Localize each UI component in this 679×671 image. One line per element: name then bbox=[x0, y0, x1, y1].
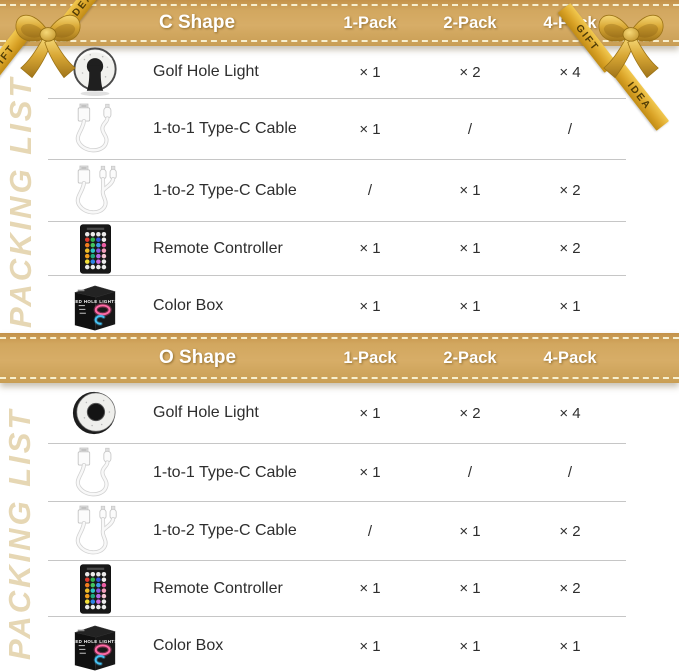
qty-2pack: × 1 bbox=[459, 522, 481, 540]
color-box-icon: LED HOLE LIGHTS bbox=[48, 281, 142, 331]
item-name: Golf Hole Light bbox=[153, 404, 259, 421]
qty-4pack: × 2 bbox=[559, 522, 581, 540]
gift-bow-icon bbox=[8, 0, 88, 90]
qty-2pack: × 1 bbox=[459, 297, 481, 315]
stitch-border bbox=[0, 337, 679, 379]
qty-2pack: × 1 bbox=[459, 580, 481, 597]
qty-4pack: × 2 bbox=[559, 580, 581, 597]
column-header-2pack: 2-Pack bbox=[443, 13, 497, 32]
qty-4pack: / bbox=[567, 120, 573, 138]
qty-1pack: × 1 bbox=[359, 63, 381, 81]
table-row: Remote Controller × 1 × 1 × 2 bbox=[48, 561, 626, 617]
qty-1pack: × 1 bbox=[359, 580, 381, 597]
column-header-1pack: 1-Pack bbox=[343, 13, 397, 32]
qty-2pack: × 1 bbox=[459, 637, 481, 655]
o-shape-header-band: O Shape 1-Pack 2-Pack 4-Pack bbox=[0, 333, 679, 383]
usb-cable-1to1-icon bbox=[48, 447, 142, 499]
column-header-1pack: 1-Pack bbox=[343, 348, 397, 367]
qty-4pack: × 1 bbox=[559, 637, 581, 655]
qty-1pack: / bbox=[367, 182, 373, 199]
packing-list-vertical-label: PACKING LIST bbox=[2, 407, 37, 660]
qty-2pack: × 1 bbox=[459, 182, 481, 199]
column-header-2pack: 2-Pack bbox=[443, 348, 497, 367]
qty-4pack: × 1 bbox=[559, 297, 581, 315]
stitch-border bbox=[0, 4, 679, 42]
qty-2pack: × 2 bbox=[459, 404, 481, 422]
table-row: 1-to-2 Type-C Cable / × 1 × 2 bbox=[48, 502, 626, 561]
remote-controller-icon bbox=[48, 223, 142, 275]
qty-2pack: × 2 bbox=[459, 63, 481, 81]
color-box-title: LED HOLE LIGHTS bbox=[72, 639, 117, 644]
item-name: Color Box bbox=[153, 297, 224, 314]
gift-bow-icon bbox=[591, 0, 671, 90]
qty-4pack: × 2 bbox=[559, 240, 581, 257]
color-box-icon: LED HOLE LIGHTS bbox=[48, 621, 142, 671]
color-box-title: LED HOLE LIGHTS bbox=[72, 299, 117, 304]
usb-cable-1to2-icon bbox=[48, 165, 142, 217]
qty-2pack: × 1 bbox=[459, 240, 481, 257]
shape-title: C Shape bbox=[159, 12, 236, 33]
item-name: 1-to-1 Type-C Cable bbox=[153, 463, 297, 481]
item-name: 1-to-1 Type-C Cable bbox=[153, 120, 297, 137]
item-name: Remote Controller bbox=[153, 579, 283, 597]
qty-4pack: × 4 bbox=[559, 404, 581, 422]
remote-controller-icon bbox=[48, 563, 142, 615]
item-name: Color Box bbox=[153, 637, 224, 654]
o-shape-light-icon bbox=[48, 387, 142, 439]
usb-cable-1to2-icon bbox=[48, 505, 142, 557]
qty-1pack: × 1 bbox=[359, 637, 381, 655]
table-row: Remote Controller × 1 × 1 × 2 bbox=[48, 222, 626, 276]
table-row: 1-to-2 Type-C Cable / × 1 × 2 bbox=[48, 160, 626, 222]
qty-1pack: × 1 bbox=[359, 297, 381, 315]
qty-1pack: × 1 bbox=[359, 464, 381, 481]
qty-1pack: × 1 bbox=[359, 120, 381, 138]
shape-title: O Shape bbox=[159, 347, 237, 368]
item-name: Golf Hole Light bbox=[153, 63, 259, 80]
table-row: Golf Hole Light × 1 × 2 × 4 bbox=[48, 46, 626, 99]
qty-4pack: / bbox=[567, 464, 573, 481]
item-name: 1-to-2 Type-C Cable bbox=[153, 181, 297, 199]
item-name: 1-to-2 Type-C Cable bbox=[153, 522, 297, 539]
packing-list-vertical-label: PACKING LIST bbox=[3, 75, 38, 328]
table-row: LED HOLE LIGHTS Color Box × 1 × 1 × 1 bbox=[48, 617, 626, 671]
table-row: 1-to-1 Type-C Cable × 1 / / bbox=[48, 444, 626, 502]
qty-1pack: × 1 bbox=[359, 404, 381, 422]
column-header-4pack: 4-Pack bbox=[543, 348, 597, 367]
table-row: LED HOLE LIGHTS Color Box × 1 × 1 × 1 bbox=[48, 276, 626, 336]
table-row: Golf Hole Light × 1 × 2 × 4 bbox=[48, 383, 626, 444]
item-name: Remote Controller bbox=[153, 239, 283, 257]
qty-2pack: / bbox=[467, 120, 473, 138]
qty-4pack: × 2 bbox=[559, 182, 581, 199]
qty-4pack: × 4 bbox=[559, 63, 581, 81]
qty-1pack: / bbox=[367, 522, 373, 540]
table-row: 1-to-1 Type-C Cable × 1 / / bbox=[48, 99, 626, 160]
qty-1pack: × 1 bbox=[359, 240, 381, 257]
usb-cable-1to1-icon bbox=[48, 103, 142, 155]
qty-2pack: / bbox=[467, 464, 473, 481]
